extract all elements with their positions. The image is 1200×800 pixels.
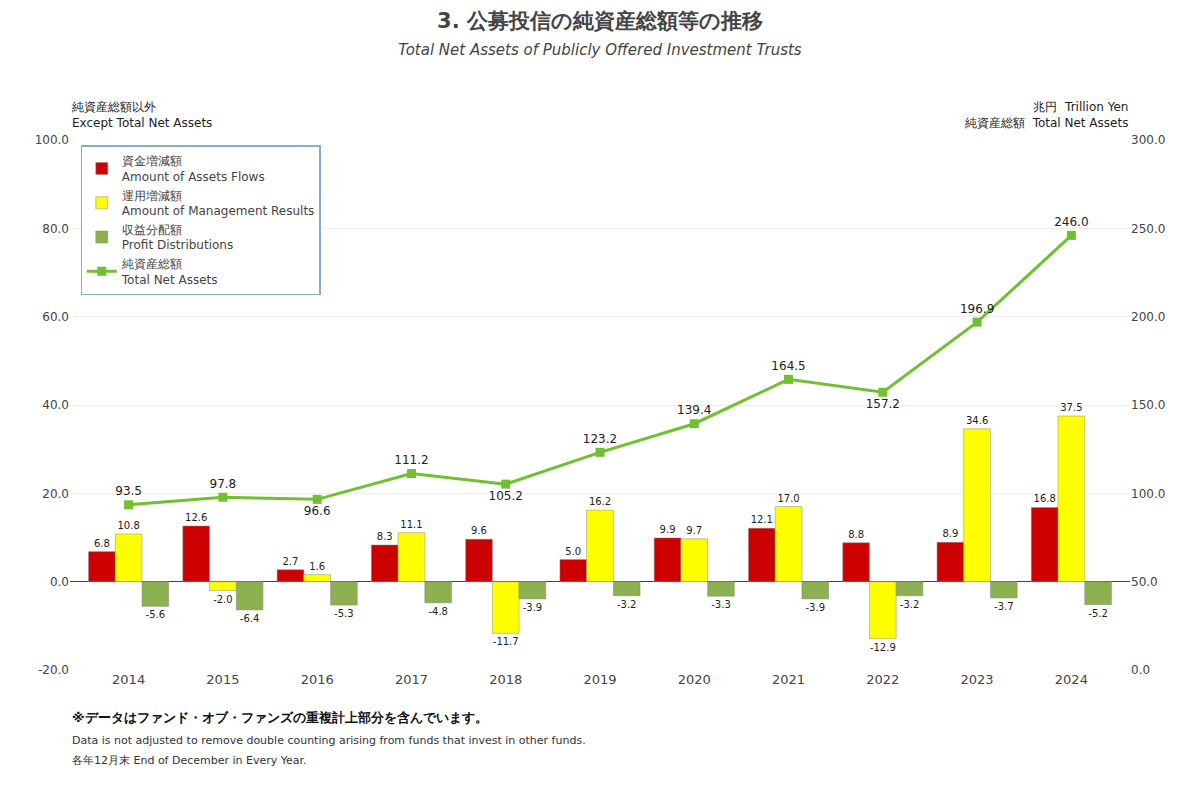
svg-text:300.0: 300.0	[1131, 133, 1165, 147]
svg-text:8.3: 8.3	[377, 531, 393, 542]
svg-text:-3.7: -3.7	[994, 601, 1014, 612]
svg-text:20.0: 20.0	[42, 487, 69, 501]
svg-text:2015: 2015	[206, 672, 239, 687]
svg-text:2020: 2020	[678, 672, 711, 687]
svg-text:150.0: 150.0	[1131, 398, 1165, 412]
svg-text:250.0: 250.0	[1131, 222, 1165, 236]
svg-text:-11.7: -11.7	[493, 636, 519, 647]
svg-text:1.6: 1.6	[309, 561, 325, 572]
svg-text:9.7: 9.7	[686, 525, 702, 536]
svg-text:2024: 2024	[1055, 672, 1088, 687]
svg-text:3. 公募投信の純資産総額等の推移Total Net Ass: 3. 公募投信の純資産総額等の推移Total Net Assets of Pub…	[398, 9, 802, 59]
svg-text:-3.2: -3.2	[617, 599, 637, 610]
svg-text:139.4: 139.4	[677, 403, 711, 417]
svg-text:100.0: 100.0	[35, 133, 69, 147]
svg-text:収益分配額Profit Distributions: 収益分配額Profit Distributions	[122, 223, 233, 253]
svg-text:96.6: 96.6	[304, 504, 331, 518]
svg-text:-3.9: -3.9	[523, 602, 543, 613]
svg-text:9.6: 9.6	[471, 525, 487, 536]
svg-text:2017: 2017	[395, 672, 428, 687]
svg-text:純資産総額以外Except Total Net Assets: 純資産総額以外Except Total Net Assets	[72, 100, 212, 130]
svg-text:17.0: 17.0	[777, 493, 799, 504]
svg-text:100.0: 100.0	[1131, 487, 1165, 501]
svg-text:資金増減額Amount of Assets Flows: 資金増減額Amount of Assets Flows	[122, 154, 265, 184]
svg-text:200.0: 200.0	[1131, 310, 1165, 324]
svg-text:-3.9: -3.9	[806, 602, 826, 613]
svg-text:164.5: 164.5	[771, 359, 805, 373]
svg-text:2021: 2021	[772, 672, 805, 687]
svg-text:93.5: 93.5	[115, 484, 142, 498]
svg-text:運用増減額Amount of Management Resu: 運用増減額Amount of Management Results	[122, 189, 315, 219]
svg-text:純資産総額Total Net Assets: 純資産総額Total Net Assets	[121, 257, 218, 287]
svg-text:60.0: 60.0	[42, 310, 69, 324]
svg-text:40.0: 40.0	[42, 398, 69, 412]
svg-text:12.1: 12.1	[751, 514, 773, 525]
svg-text:2022: 2022	[866, 672, 899, 687]
svg-text:0.0: 0.0	[1131, 663, 1150, 677]
svg-text:各年12月末 End of December in Ever: 各年12月末 End of December in Every Year.	[72, 754, 307, 767]
svg-text:-5.2: -5.2	[1088, 608, 1108, 619]
svg-text:-3.3: -3.3	[711, 599, 731, 610]
svg-text:-6.4: -6.4	[240, 613, 260, 624]
svg-text:16.8: 16.8	[1034, 493, 1056, 504]
svg-text:9.9: 9.9	[660, 524, 676, 535]
svg-text:105.2: 105.2	[489, 489, 523, 503]
svg-text:2018: 2018	[489, 672, 522, 687]
svg-text:196.9: 196.9	[960, 302, 994, 316]
svg-text:10.8: 10.8	[117, 520, 139, 531]
svg-text:-20.0: -20.0	[38, 663, 69, 677]
svg-text:-3.2: -3.2	[900, 599, 920, 610]
svg-text:80.0: 80.0	[42, 222, 69, 236]
svg-text:5.0: 5.0	[565, 546, 581, 557]
svg-text:-12.9: -12.9	[870, 642, 896, 653]
svg-text:兆円 Trillion Yen純資産総額 Total N: 兆円 Trillion Yen純資産総額 Total Net Assets	[965, 100, 1128, 130]
svg-text:246.0: 246.0	[1054, 215, 1088, 229]
svg-text:-5.6: -5.6	[146, 609, 166, 620]
svg-text:8.9: 8.9	[942, 528, 958, 539]
svg-text:6.8: 6.8	[94, 538, 110, 549]
svg-text:34.6: 34.6	[966, 415, 988, 426]
svg-text:-2.0: -2.0	[213, 594, 233, 605]
svg-text:2016: 2016	[301, 672, 334, 687]
svg-text:2.7: 2.7	[283, 556, 299, 567]
svg-text:111.2: 111.2	[394, 453, 428, 467]
svg-text:50.0: 50.0	[1131, 575, 1158, 589]
svg-text:16.2: 16.2	[589, 496, 611, 507]
svg-text:-4.8: -4.8	[428, 606, 448, 617]
svg-text:※データはファンド・オブ・ファンズの重複計上部分を含んでいま: ※データはファンド・オブ・ファンズの重複計上部分を含んでいます。	[72, 710, 488, 725]
svg-text:-5.3: -5.3	[334, 608, 354, 619]
svg-text:97.8: 97.8	[210, 477, 237, 491]
svg-text:2023: 2023	[961, 672, 994, 687]
svg-text:11.1: 11.1	[400, 519, 422, 530]
svg-text:2019: 2019	[583, 672, 616, 687]
svg-text:Data is not adjusted to remove: Data is not adjusted to remove double co…	[72, 734, 586, 747]
svg-text:0.0: 0.0	[50, 575, 69, 589]
svg-text:123.2: 123.2	[583, 432, 617, 446]
svg-text:157.2: 157.2	[866, 397, 900, 411]
svg-text:2014: 2014	[112, 672, 145, 687]
svg-text:8.8: 8.8	[848, 529, 864, 540]
svg-text:12.6: 12.6	[185, 512, 207, 523]
svg-text:37.5: 37.5	[1060, 402, 1082, 413]
